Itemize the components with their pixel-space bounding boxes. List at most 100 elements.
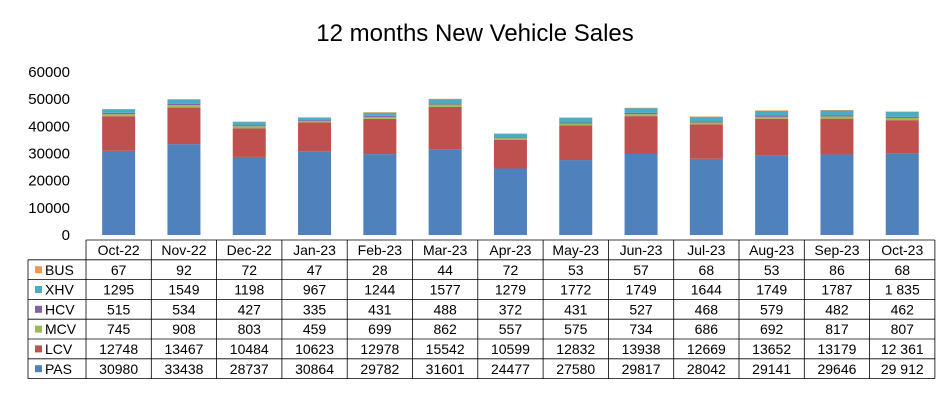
bar-segment-lcv-oct-22 — [102, 116, 136, 151]
bar-segment-pas-dec-22 — [232, 156, 266, 235]
bar-segment-xhv-feb-23 — [363, 112, 397, 116]
x-tick-label: Sep-23 — [814, 242, 859, 258]
bar-segment-hcv-oct-23 — [885, 116, 919, 118]
y-tick-label: 30000 — [28, 146, 70, 163]
data-label: 72 — [503, 262, 519, 278]
data-label: 488 — [433, 301, 457, 317]
data-label: 29 912 — [881, 361, 924, 377]
data-label: 92 — [176, 262, 192, 278]
bar-segment-lcv-mar-23 — [428, 106, 462, 150]
bar-segment-xhv-sep-23 — [820, 110, 854, 116]
bar-segment-pas-apr-23 — [493, 168, 527, 235]
data-label: 372 — [499, 301, 523, 317]
bar-segment-bus-nov-22 — [167, 99, 201, 100]
bar-segment-mcv-aug-23 — [755, 116, 789, 119]
data-label: 31601 — [426, 361, 465, 377]
bar-segment-pas-jun-23 — [624, 153, 658, 235]
data-label: 482 — [825, 301, 849, 317]
bar-segment-hcv-apr-23 — [493, 137, 527, 139]
x-tick-label: Mar-23 — [423, 242, 468, 258]
bar-segment-xhv-aug-23 — [755, 110, 789, 116]
bar-segment-pas-sep-23 — [820, 154, 854, 235]
data-label: 13938 — [622, 341, 661, 357]
data-label: 67 — [111, 262, 127, 278]
bar-segment-pas-may-23 — [559, 160, 593, 235]
data-label: 24477 — [491, 361, 530, 377]
bar-segment-lcv-sep-23 — [820, 118, 854, 155]
bar-segment-xhv-jul-23 — [689, 116, 723, 122]
bar-segment-mcv-apr-23 — [493, 138, 527, 140]
bar-segment-lcv-nov-22 — [167, 107, 201, 145]
legend-swatch-mcv — [35, 325, 42, 333]
y-tick-label: 40000 — [28, 118, 70, 135]
bar-segment-xhv-dec-22 — [232, 121, 266, 126]
legend-label-hcv: HCV — [45, 301, 75, 317]
bar-segment-mcv-mar-23 — [428, 104, 462, 107]
x-tick-label: May-23 — [552, 242, 599, 258]
y-tick-label: 60000 — [28, 64, 70, 81]
data-label: 29817 — [622, 361, 661, 377]
bar-segment-bus-oct-22 — [102, 109, 136, 110]
data-label: 557 — [499, 321, 523, 337]
data-label: 431 — [368, 301, 392, 317]
bar-segment-bus-jul-23 — [689, 116, 723, 118]
x-tick-label: Nov-22 — [161, 242, 206, 258]
bar-segment-xhv-apr-23 — [493, 133, 527, 138]
data-label: 1295 — [103, 282, 134, 298]
data-label: 68 — [894, 262, 910, 278]
data-label: 10599 — [491, 341, 530, 357]
data-label: 13652 — [752, 341, 791, 357]
bar-segment-hcv-jul-23 — [689, 121, 723, 123]
data-label: 579 — [760, 301, 784, 317]
bar-segment-bus-dec-22 — [232, 121, 266, 123]
bar-segment-mcv-sep-23 — [820, 116, 854, 119]
data-label: 468 — [695, 301, 719, 317]
data-label: 29782 — [360, 361, 399, 377]
bar-segment-hcv-may-23 — [559, 122, 593, 124]
bar-segment-bus-jan-23 — [298, 117, 332, 118]
x-tick-label: Oct-22 — [98, 242, 140, 258]
bar-segment-hcv-jun-23 — [624, 112, 658, 115]
data-label: 1749 — [625, 282, 656, 298]
data-label: 1244 — [364, 282, 395, 298]
data-label: 47 — [307, 262, 323, 278]
data-label: 68 — [699, 262, 715, 278]
bar-segment-pas-nov-22 — [167, 144, 201, 235]
data-label: 515 — [107, 301, 131, 317]
legend-label-mcv: MCV — [45, 321, 77, 337]
x-tick-label: Aug-23 — [749, 242, 794, 258]
bar-segment-lcv-dec-22 — [232, 128, 266, 157]
x-tick-label: Feb-23 — [358, 242, 403, 258]
data-label: 53 — [764, 262, 780, 278]
bar-segment-lcv-oct-23 — [885, 120, 919, 154]
y-tick-label: 50000 — [28, 91, 70, 108]
data-label: 12 361 — [881, 341, 924, 357]
bar-segment-mcv-feb-23 — [363, 116, 397, 119]
data-label: 10484 — [230, 341, 269, 357]
data-label: 575 — [564, 321, 588, 337]
legend-swatch-pas — [35, 365, 42, 373]
data-label: 13467 — [164, 341, 203, 357]
bar-segment-bus-feb-23 — [363, 112, 397, 113]
data-label: 734 — [629, 321, 653, 337]
data-label: 1749 — [756, 282, 787, 298]
data-label: 57 — [633, 262, 649, 278]
data-label: 335 — [303, 301, 327, 317]
bar-segment-hcv-sep-23 — [820, 115, 854, 117]
bar-segment-xhv-oct-23 — [885, 111, 919, 117]
data-label: 431 — [564, 301, 588, 317]
data-label: 967 — [303, 282, 327, 298]
data-label: 15542 — [426, 341, 465, 357]
bar-segment-bus-jun-23 — [624, 107, 658, 109]
bar-segment-bus-sep-23 — [820, 110, 854, 111]
data-label: 13179 — [817, 341, 856, 357]
data-label: 1198 — [234, 282, 264, 298]
data-label: 29646 — [817, 361, 856, 377]
bar-segment-pas-oct-23 — [885, 153, 919, 235]
data-label: 27580 — [556, 361, 595, 377]
bar-segment-hcv-aug-23 — [755, 115, 789, 117]
legend-label-pas: PAS — [45, 361, 72, 377]
bar-segment-mcv-oct-22 — [102, 114, 136, 117]
data-label: 12978 — [360, 341, 399, 357]
data-label: 33438 — [164, 361, 203, 377]
